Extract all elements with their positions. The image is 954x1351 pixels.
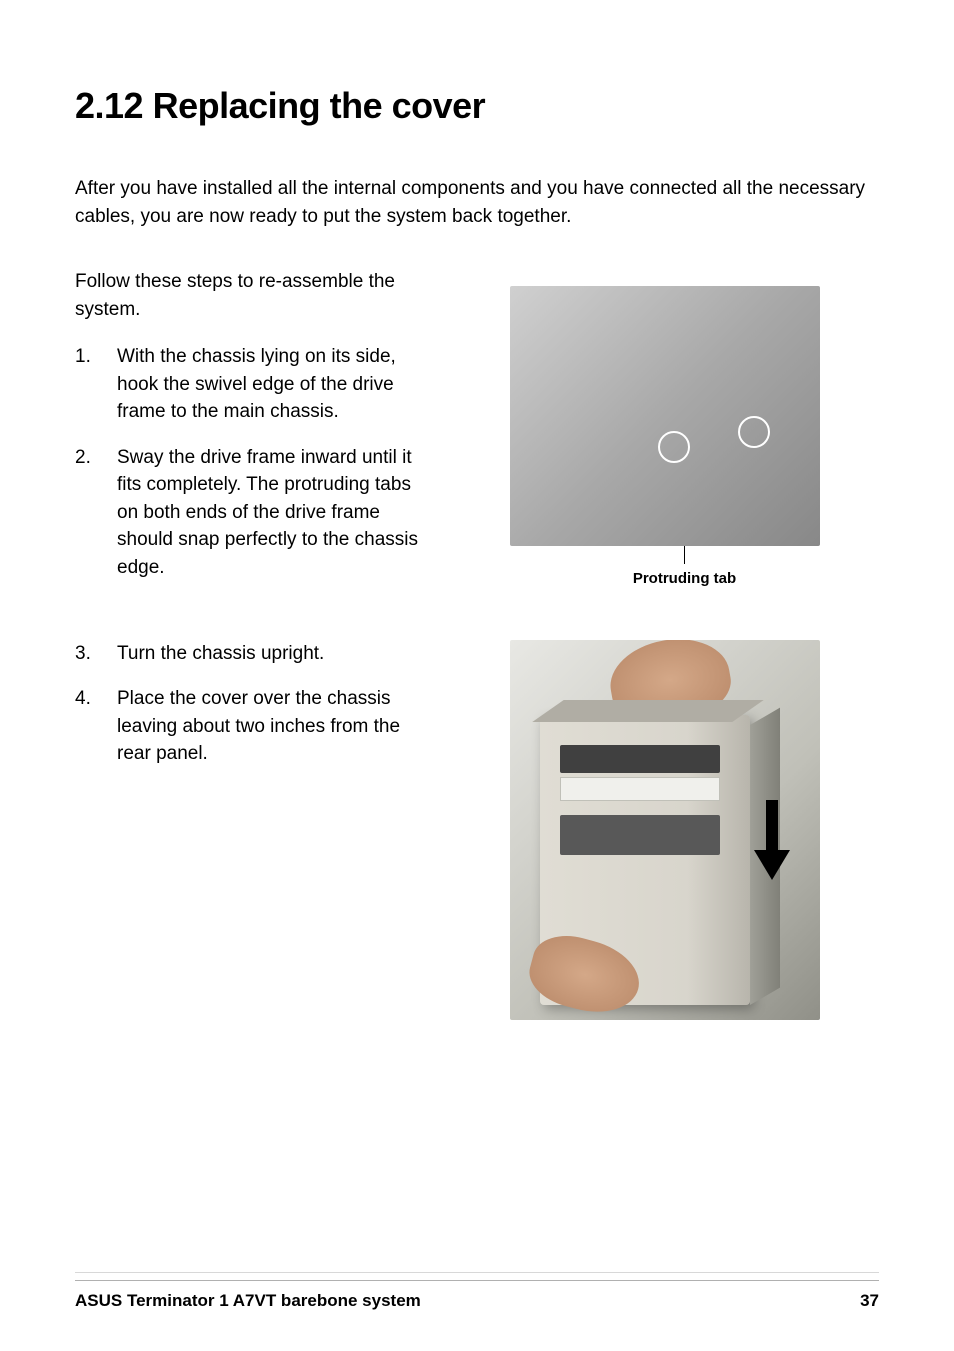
protruding-tab-caption: Protruding tab [633,570,736,587]
footer-rule [75,1272,879,1273]
down-arrow-icon [754,800,790,885]
row-2: 3. Turn the chassis upright. 4. Place th… [75,640,879,1020]
row-2-image-column [450,640,879,1020]
row-1-text-column: Follow these steps to re-assemble the sy… [75,268,420,599]
step-text: Place the cover over the chassis leaving… [117,685,420,768]
front-panel [560,815,720,855]
step-number: 1. [75,343,117,426]
steps-list-a: 1. With the chassis lying on its side, h… [75,343,420,581]
drive-frame-photo [510,286,820,546]
step-text: Turn the chassis upright. [117,640,420,668]
row-1-image-column: Protruding tab [450,268,879,599]
footer-page-number: 37 [860,1291,879,1311]
step-number: 4. [75,685,117,768]
step-text: Sway the drive frame inward until it fit… [117,444,420,582]
step-2: 2. Sway the drive frame inward until it … [75,444,420,582]
tower-top-face [532,700,763,722]
follow-steps-text: Follow these steps to re-assemble the sy… [75,268,420,323]
step-number: 2. [75,444,117,582]
step-4: 4. Place the cover over the chassis leav… [75,685,420,768]
section-title: 2.12 Replacing the cover [75,85,879,127]
intro-paragraph: After you have installed all the interna… [75,175,879,230]
footer-product-name: ASUS Terminator 1 A7VT barebone system [75,1291,421,1311]
row-1: Follow these steps to re-assemble the sy… [75,268,879,599]
step-number: 3. [75,640,117,668]
step-3: 3. Turn the chassis upright. [75,640,420,668]
drive-bay-light [560,777,720,801]
tower-cover-photo [510,640,820,1020]
step-text: With the chassis lying on its side, hook… [117,343,420,426]
caption-pointer-line [684,544,685,564]
step-1: 1. With the chassis lying on its side, h… [75,343,420,426]
row-2-text-column: 3. Turn the chassis upright. 4. Place th… [75,640,420,1020]
page-footer: ASUS Terminator 1 A7VT barebone system 3… [75,1280,879,1311]
steps-list-b: 3. Turn the chassis upright. 4. Place th… [75,640,420,768]
drive-bay-dark [560,745,720,773]
